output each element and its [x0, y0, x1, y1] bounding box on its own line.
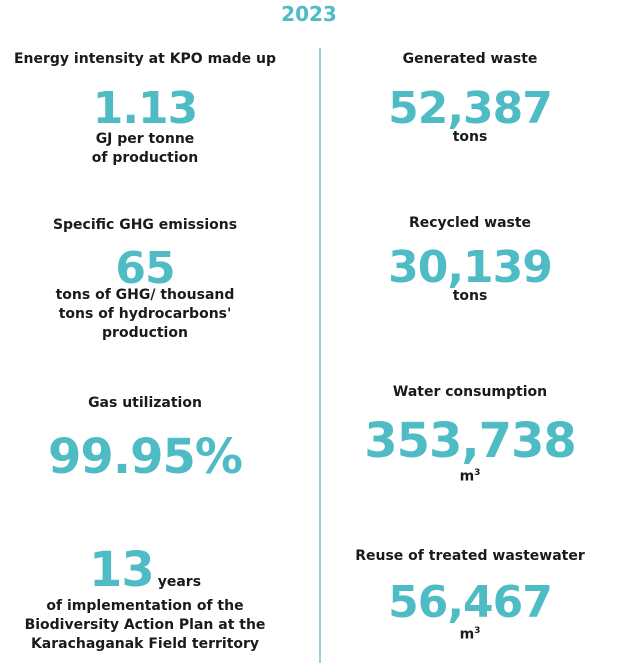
ghg-emissions-value: 65: [115, 243, 175, 294]
energy-intensity-unit-line2: of production: [91, 150, 199, 166]
ghg-emissions-unit-line1: tons of GHG/ thousand: [55, 287, 235, 303]
generated-waste-stat: Generated waste 52,387 tons: [340, 50, 600, 147]
wastewater-reuse-value: 56,467: [388, 577, 553, 628]
energy-intensity-stat: Energy intensity at KPO made up 1.13 GJ …: [0, 50, 290, 168]
recycled-waste-unit: tons: [452, 288, 488, 304]
biodiversity-years-unit: years: [157, 574, 202, 590]
ghg-emissions-unit-line3: production: [102, 325, 188, 341]
gas-utilization-label: Gas utilization: [88, 395, 202, 411]
year-heading: 2023: [281, 2, 337, 26]
recycled-waste-value: 30,139: [388, 242, 553, 293]
recycled-waste-stat: Recycled waste 30,139 tons: [340, 214, 600, 306]
energy-intensity-label: Energy intensity at KPO made up: [13, 51, 276, 67]
generated-waste-value: 52,387: [388, 83, 553, 134]
water-consumption-value: 353,738: [364, 413, 577, 469]
energy-intensity-unit-line1: GJ per tonne: [95, 131, 195, 147]
biodiversity-stat: 13 years of implementation of the Biodive…: [0, 543, 290, 654]
column-divider: [319, 48, 321, 663]
ghg-emissions-label: Specific GHG emissions: [52, 217, 238, 233]
wastewater-reuse-unit-base: m: [459, 626, 475, 643]
generated-waste-unit: tons: [452, 129, 488, 145]
ghg-emissions-unit-line2: tons of hydrocarbons': [58, 306, 232, 322]
wastewater-reuse-stat: Reuse of treated wastewater 56,467 m3: [340, 547, 600, 645]
wastewater-reuse-label: Reuse of treated wastewater: [355, 548, 585, 564]
generated-waste-label: Generated waste: [402, 51, 538, 67]
gas-utilization-stat: Gas utilization 99.95%: [0, 394, 290, 484]
water-consumption-unit-base: m: [459, 468, 475, 485]
energy-intensity-value: 1.13: [92, 83, 199, 134]
biodiversity-text-line1: of implementation of the: [46, 598, 244, 614]
water-consumption-label: Water consumption: [392, 384, 548, 400]
recycled-waste-label: Recycled waste: [408, 215, 532, 231]
wastewater-reuse-unit-sup: 3: [474, 626, 481, 636]
water-consumption-stat: Water consumption 353,738 m3: [340, 383, 600, 487]
water-consumption-unit: m3: [340, 464, 600, 487]
ghg-emissions-stat: Specific GHG emissions 65 tons of GHG/ t…: [0, 216, 290, 343]
gas-utilization-value: 99.95%: [48, 429, 243, 485]
water-consumption-unit-sup: 3: [474, 468, 481, 478]
biodiversity-text-line2: Biodiversity Action Plan at the: [24, 617, 266, 633]
wastewater-reuse-unit: m3: [340, 622, 600, 645]
biodiversity-text-line3: Karachaganak Field territory: [30, 636, 260, 652]
biodiversity-years-value: 13: [88, 542, 155, 598]
